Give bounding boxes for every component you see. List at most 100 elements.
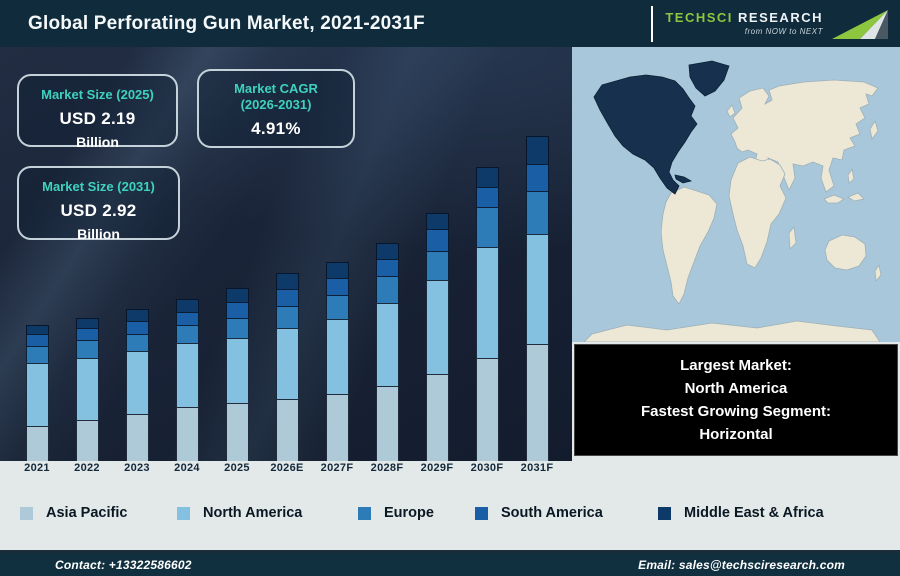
x-axis-label-2025: 2025 <box>224 462 250 474</box>
x-axis-label-2029f: 2029F <box>420 462 454 474</box>
bar-segment-middle-east-africa <box>325 262 349 278</box>
page-title: Global Perforating Gun Market, 2021-2031… <box>28 12 425 34</box>
chart-area: Market Size (2025) USD 2.19 Billion Mark… <box>0 47 572 461</box>
stacked-bar-2030f <box>475 167 499 461</box>
main-area: Market Size (2025) USD 2.19 Billion Mark… <box>0 47 900 461</box>
bar-segment-europe <box>75 340 99 358</box>
map-madagascar <box>788 226 797 250</box>
largest-market-label: Largest Market: <box>680 357 792 374</box>
bar-segment-europe <box>175 325 199 343</box>
legend-label-asia-pacific: Asia Pacific <box>46 505 128 521</box>
fastest-segment-value: Horizontal <box>699 426 773 443</box>
legend-item-north-america: North America <box>177 505 302 521</box>
card-unit: Billion <box>77 226 120 242</box>
map-caribbean-highlight <box>674 174 693 184</box>
bar-segment-middle-east-africa <box>175 299 199 312</box>
card-unit: Billion <box>76 134 119 150</box>
stacked-bar-2026e <box>275 273 299 461</box>
card-title: Market CAGR <box>234 81 318 96</box>
bar-segment-north-america <box>475 247 499 358</box>
stacked-bar-2029f <box>425 213 449 461</box>
legend-swatch-north-america <box>177 507 190 520</box>
card-value: USD 2.19 <box>59 109 136 128</box>
world-map <box>572 47 900 342</box>
x-axis-label-2027f: 2027F <box>320 462 354 474</box>
bar-segment-middle-east-africa <box>125 309 149 321</box>
map-new-zealand <box>874 263 882 282</box>
email-text: Email: sales@techsciresearch.com <box>638 557 845 572</box>
bar-segment-south-america <box>25 334 49 346</box>
market-size-2031-card: Market Size (2031) USD 2.92 Billion <box>17 166 180 242</box>
contact-text: Contact: +13322586602 <box>55 557 192 572</box>
card-title-line2: (2026-2031) <box>240 97 312 112</box>
legend-swatch-middle-east-africa <box>658 507 671 520</box>
bar-segment-south-america <box>75 328 99 340</box>
bar-segment-europe <box>25 346 49 363</box>
header: Global Perforating Gun Market, 2021-2031… <box>0 0 900 47</box>
bar-segment-south-america <box>425 229 449 251</box>
bar-segment-north-america <box>525 234 549 344</box>
bar-segment-asia-pacific <box>125 414 149 461</box>
bar-segment-middle-east-africa <box>275 273 299 289</box>
legend-label-middle-east-africa: Middle East & Africa <box>684 505 824 521</box>
bar-segment-north-america <box>25 363 49 426</box>
bar-segment-south-america <box>175 312 199 325</box>
market-info-box: Largest Market: North America Fastest Gr… <box>574 344 898 456</box>
stacked-bar-2031f <box>525 136 549 461</box>
legend-label-south-america: South America <box>501 505 603 521</box>
legend-label-north-america: North America <box>203 505 303 521</box>
bar-segment-middle-east-africa <box>25 325 49 334</box>
bar-segment-asia-pacific <box>25 426 49 461</box>
bar-segment-europe <box>125 334 149 351</box>
bar-segment-middle-east-africa <box>375 243 399 259</box>
stacked-bar-2028f <box>375 243 399 461</box>
right-panel: Largest Market: North America Fastest Gr… <box>572 47 900 461</box>
map-australia <box>824 234 867 271</box>
x-axis-label-2030f: 2030F <box>470 462 504 474</box>
bar-segment-south-america <box>275 289 299 306</box>
largest-market-value: North America <box>684 380 788 397</box>
logo-text: TechSci Research from NOW to NEXT <box>665 11 823 36</box>
logo-brand-techsci: TechSci <box>665 10 733 25</box>
bar-segment-middle-east-africa <box>525 136 549 164</box>
card-title: Market Size (2031) <box>42 179 155 194</box>
bar-segment-south-america <box>525 164 549 191</box>
bar-segment-asia-pacific <box>425 374 449 461</box>
bar-segment-europe <box>225 318 249 338</box>
bar-segment-north-america <box>325 319 349 394</box>
bar-segment-europe <box>375 276 399 303</box>
bar-segment-north-america <box>375 303 399 386</box>
legend-item-europe: Europe <box>358 505 434 521</box>
bar-segment-middle-east-africa <box>225 288 249 302</box>
bar-segment-europe <box>275 306 299 328</box>
map-africa <box>728 156 787 269</box>
map-japan <box>869 120 879 140</box>
legend-item-middle-east-africa: Middle East & Africa <box>658 505 824 521</box>
legend-swatch-asia-pacific <box>20 507 33 520</box>
bar-segment-asia-pacific <box>375 386 399 461</box>
stacked-bar-2025 <box>225 288 249 461</box>
bar-segment-asia-pacific <box>325 394 349 461</box>
bar-segment-asia-pacific <box>275 399 299 461</box>
bar-segment-north-america <box>275 328 299 399</box>
map-south-america <box>660 186 718 305</box>
legend-swatch-south-america <box>475 507 488 520</box>
logo-arrow-icon <box>832 9 888 39</box>
x-axis-label-2031f: 2031F <box>520 462 554 474</box>
bar-segment-north-america <box>75 358 99 420</box>
map-antarctica <box>583 320 881 342</box>
stacked-bar-chart <box>0 47 572 461</box>
bar-segment-south-america <box>225 302 249 318</box>
logo-brand-research: Research <box>738 10 823 25</box>
x-axis-label-2024: 2024 <box>174 462 200 474</box>
bar-segment-middle-east-africa <box>425 213 449 229</box>
market-size-2025-card: Market Size (2025) USD 2.19 Billion <box>17 74 178 150</box>
bar-segment-north-america <box>425 280 449 374</box>
bar-segment-europe <box>425 251 449 280</box>
x-axis-label-2021: 2021 <box>24 462 50 474</box>
bar-segment-south-america <box>125 321 149 334</box>
bar-segment-south-america <box>475 187 499 207</box>
legend: Asia Pacific North America Europe South Ame… <box>0 478 900 550</box>
map-indonesia <box>823 194 845 204</box>
